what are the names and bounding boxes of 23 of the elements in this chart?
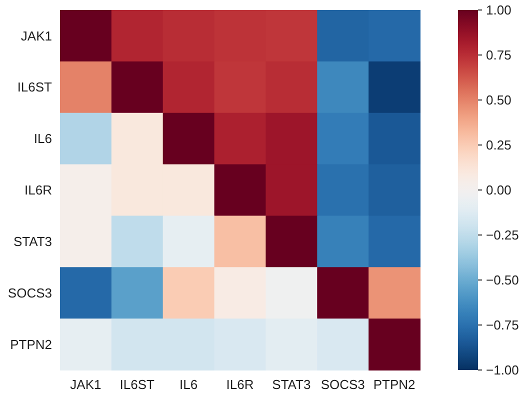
color-bar-label: −0.75 xyxy=(486,318,519,333)
color-bar-label: −0.25 xyxy=(486,228,519,243)
x-tick-label: IL6ST xyxy=(120,377,155,392)
color-bar-label: 1.00 xyxy=(486,2,512,18)
color-bar-label: 0.75 xyxy=(486,48,512,63)
y-tick-label: IL6ST xyxy=(17,80,52,95)
x-tick-label: SOCS3 xyxy=(320,377,365,392)
color-bar-label: −0.50 xyxy=(486,272,519,288)
color-bar-label: 0.00 xyxy=(486,182,512,198)
color-bar-label: −1.00 xyxy=(486,362,519,378)
y-tick-label: IL6 xyxy=(34,131,52,146)
color-bar-label: 0.50 xyxy=(486,92,512,108)
x-tick-label: PTPN2 xyxy=(373,377,416,392)
y-tick-label: PTPN2 xyxy=(10,336,52,352)
x-tick-label: JAK1 xyxy=(70,377,102,392)
y-tick-label: SOCS3 xyxy=(8,285,52,300)
x-tick-label: STAT3 xyxy=(272,377,311,392)
y-tick-label: IL6R xyxy=(24,182,52,198)
color-bar-label: 0.25 xyxy=(486,138,512,153)
y-tick-label: JAK1 xyxy=(20,28,52,44)
x-tick-label: IL6R xyxy=(226,377,254,392)
x-tick-label: IL6 xyxy=(180,377,198,392)
y-tick-label: STAT3 xyxy=(13,234,52,249)
